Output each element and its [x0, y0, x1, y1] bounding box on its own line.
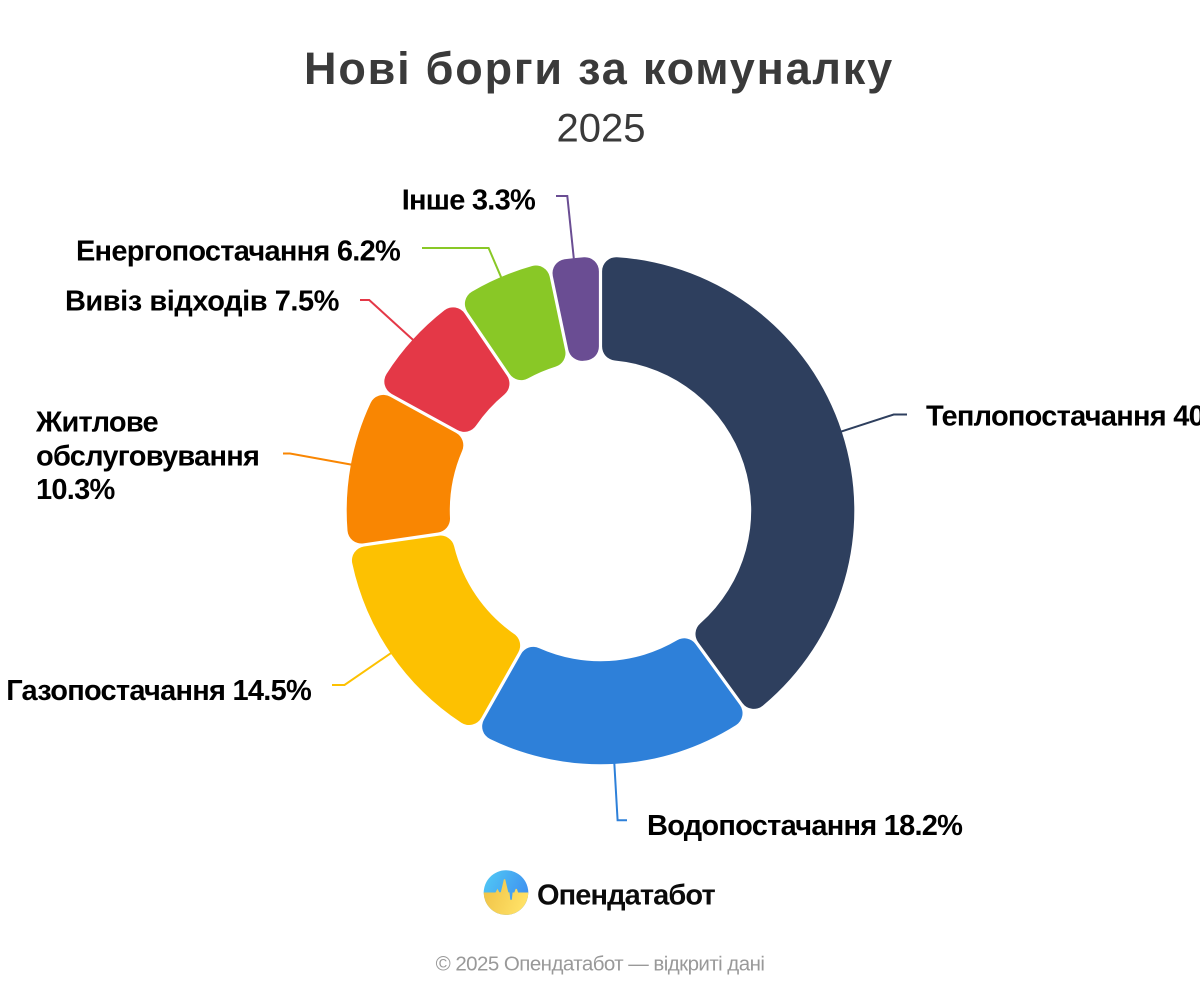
- svg-text:2025: 2025: [557, 107, 646, 151]
- svg-text:обслуговування: обслуговування: [36, 440, 259, 472]
- svg-text:Газопостачання 14.5%: Газопостачання 14.5%: [6, 675, 312, 707]
- svg-text:Вивіз відходів 7.5%: Вивіз відходів 7.5%: [65, 286, 340, 318]
- svg-text:Житлове: Житлове: [35, 407, 159, 439]
- svg-text:Водопостачання 18.2%: Водопостачання 18.2%: [647, 810, 963, 842]
- svg-text:Теплопостачання 40%: Теплопостачання 40%: [926, 401, 1200, 433]
- svg-text:Енергопостачання 6.2%: Енергопостачання 6.2%: [76, 235, 401, 267]
- svg-text:Опендатабот: Опендатабот: [537, 880, 715, 912]
- svg-text:Інше 3.3%: Інше 3.3%: [402, 185, 536, 217]
- svg-text:Нові борги за комуналку: Нові борги за комуналку: [304, 43, 894, 94]
- svg-text:10.3%: 10.3%: [36, 474, 115, 506]
- svg-text:© 2025 Опендатабот — відкриті: © 2025 Опендатабот — відкриті дані: [436, 952, 765, 975]
